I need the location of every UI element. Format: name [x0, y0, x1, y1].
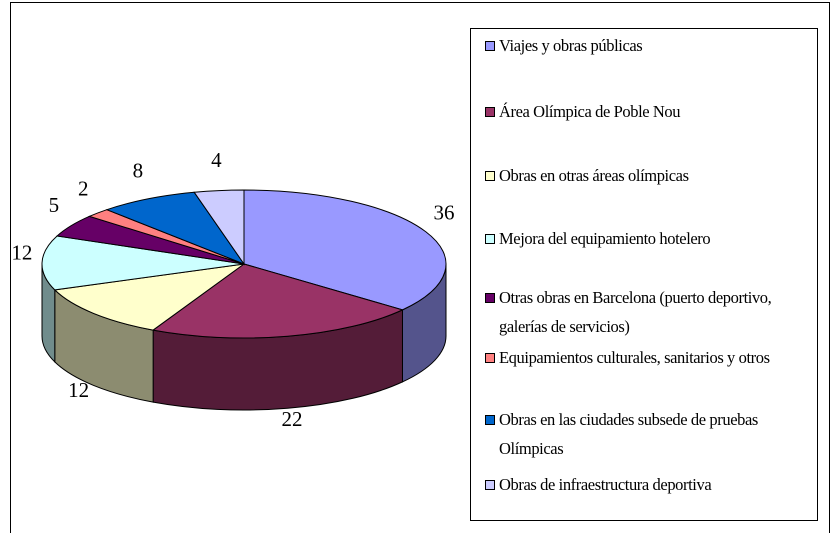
legend-swatch — [485, 107, 495, 117]
legend-item: Obras en las ciudades subsede de pruebas… — [485, 405, 810, 463]
data-label: 12 — [11, 240, 32, 264]
legend-label: Otras obras en Barcelona (puerto deporti… — [499, 288, 772, 336]
data-label: 4 — [211, 148, 222, 172]
pie-slice — [105, 191, 246, 266]
pie-slice — [193, 189, 245, 266]
legend-swatch — [485, 353, 495, 363]
legend-swatch — [485, 234, 495, 244]
legend-swatch — [485, 480, 495, 490]
legend-label: Mejora del equipamiento hotelero — [499, 229, 711, 248]
data-label: 36 — [433, 201, 454, 225]
legend-item: Área Olímpica de Poble Nou — [485, 97, 810, 126]
data-label: 2 — [78, 176, 89, 200]
data-label: 5 — [49, 193, 60, 217]
pie-slice — [53, 263, 245, 331]
legend-label: Obras en las ciudades subsede de pruebas… — [499, 410, 758, 458]
chart-border — [10, 2, 830, 533]
legend-swatch — [485, 293, 495, 303]
pie-slice — [151, 263, 404, 339]
legend-item: Equipamientos culturales, sanitarios y o… — [485, 343, 810, 372]
legend-item: Obras de infraestructura deportiva — [485, 470, 810, 499]
legend-label: Viajes y obras públicas — [499, 36, 643, 55]
legend-item: Mejora del equipamiento hotelero — [485, 224, 810, 253]
pie-slice — [41, 235, 245, 291]
legend-item: Viajes y obras públicas — [485, 31, 810, 60]
data-label: 12 — [68, 378, 89, 402]
legend-label: Área Olímpica de Poble Nou — [499, 102, 681, 121]
data-label: 8 — [133, 159, 144, 183]
legend-item: Obras en otras áreas olímpicas — [485, 161, 810, 190]
legend: Viajes y obras públicas Área Olímpica de … — [470, 28, 818, 521]
data-label: 22 — [281, 407, 302, 431]
legend-item: Otras obras en Barcelona (puerto deporti… — [485, 283, 810, 341]
legend-swatch — [485, 415, 495, 425]
legend-swatch — [485, 171, 495, 181]
legend-swatch — [485, 41, 495, 51]
legend-label: Equipamientos culturales, sanitarios y o… — [499, 348, 770, 367]
legend-label: Obras de infraestructura deportiva — [499, 475, 712, 494]
legend-label: Obras en otras áreas olímpicas — [499, 166, 689, 185]
pie-slice — [243, 189, 447, 311]
